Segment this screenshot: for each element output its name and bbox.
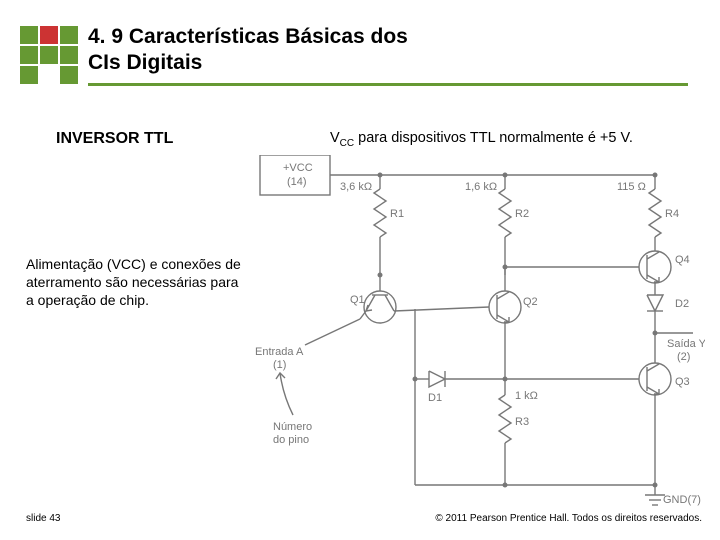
q3-label: Q3 (675, 376, 690, 388)
logo-cell (60, 46, 78, 64)
d2-diode (647, 295, 663, 311)
title-underline (88, 83, 688, 86)
vcc-note: VCC para dispositivos TTL normalmente é … (330, 130, 633, 149)
vcc-pre: V (330, 130, 340, 146)
logo-cell (20, 26, 38, 44)
r4-resistor (649, 189, 661, 237)
q3-transistor (639, 363, 671, 395)
gnd-label: GND(7) (663, 494, 701, 506)
title-line2: CIs Digitais (88, 50, 688, 76)
copyright: © 2011 Pearson Prentice Hall. Todos os d… (435, 513, 702, 524)
slide-number: slide 43 (26, 513, 60, 524)
r3-resistor (499, 395, 511, 443)
entrada-pin: (1) (273, 359, 286, 371)
d1-label: D1 (428, 392, 442, 404)
d2-label: D2 (675, 298, 689, 310)
saida-label: Saída Y (667, 338, 705, 350)
title-line1: 4. 9 Características Básicas dos (88, 24, 688, 50)
r1-resistor (374, 189, 386, 237)
q2-label: Q2 (523, 296, 538, 308)
description: Alimentação (VCC) e conexões de aterrame… (26, 255, 246, 310)
r4-val: 115 Ω (617, 181, 646, 193)
logo-cell (40, 46, 58, 64)
r1-label: R1 (390, 208, 404, 220)
vcc-pin: (14) (287, 176, 307, 188)
pin-note-arrow (280, 373, 293, 415)
r3-label: R3 (515, 416, 529, 428)
q2-transistor (489, 291, 521, 323)
saida-pin: (2) (677, 351, 690, 363)
logo-cell (60, 66, 78, 84)
r4-label: R4 (665, 208, 679, 220)
circuit-diagram: +VCC (14) 3,6 kΩ R1 1,6 kΩ R2 115 Ω R4 Q… (245, 155, 705, 510)
logo-cell (20, 46, 38, 64)
r3-val: 1 kΩ (515, 390, 538, 402)
entrada-label: Entrada A (255, 346, 304, 358)
logo-cell (40, 26, 58, 44)
pin-note1: Número (273, 421, 312, 433)
logo-cell (60, 26, 78, 44)
q1-label: Q1 (350, 294, 365, 306)
d1-diode (429, 371, 445, 387)
r2-resistor (499, 189, 511, 237)
logo-cell (20, 66, 38, 84)
title-block: 4. 9 Características Básicas dos CIs Dig… (88, 24, 688, 86)
subtitle: INVERSOR TTL (56, 130, 173, 148)
vcc-sub: CC (340, 138, 354, 149)
r1-val: 3,6 kΩ (340, 181, 372, 193)
q4-label: Q4 (675, 254, 690, 266)
q4-transistor (639, 251, 671, 283)
logo-grid (20, 26, 80, 86)
vcc-label: +VCC (283, 162, 313, 174)
vcc-post: para dispositivos TTL normalmente é +5 V… (354, 130, 633, 146)
r2-val: 1,6 kΩ (465, 181, 497, 193)
pin-note2: do pino (273, 434, 309, 446)
vcc-box (260, 155, 330, 195)
r2-label: R2 (515, 208, 529, 220)
